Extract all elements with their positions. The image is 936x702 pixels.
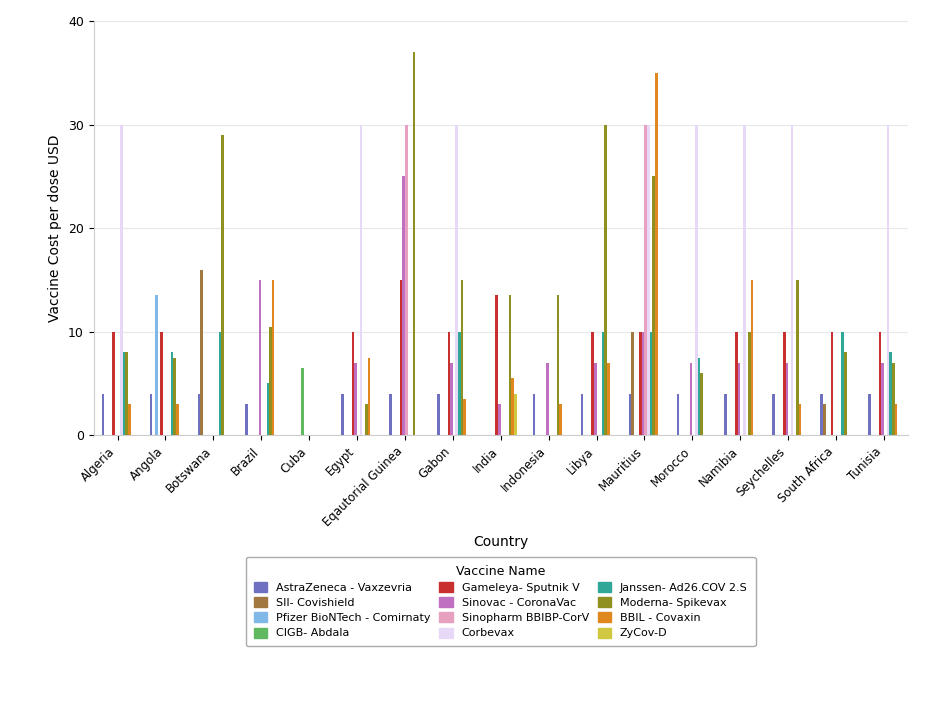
- Bar: [647, 125, 650, 435]
- Bar: [751, 280, 753, 435]
- Bar: [112, 331, 115, 435]
- Bar: [592, 331, 594, 435]
- Bar: [221, 135, 224, 435]
- Bar: [355, 363, 357, 435]
- Bar: [735, 331, 738, 435]
- Bar: [690, 363, 693, 435]
- Bar: [841, 331, 844, 435]
- Bar: [301, 368, 304, 435]
- Bar: [508, 296, 511, 435]
- Bar: [785, 363, 788, 435]
- Bar: [120, 125, 123, 435]
- Bar: [748, 331, 751, 435]
- Bar: [869, 394, 870, 435]
- Bar: [219, 331, 221, 435]
- Bar: [447, 331, 450, 435]
- Bar: [650, 331, 652, 435]
- Bar: [677, 394, 680, 435]
- Bar: [173, 357, 176, 435]
- Bar: [514, 394, 517, 435]
- Bar: [170, 352, 173, 435]
- Bar: [557, 296, 559, 435]
- Bar: [200, 270, 203, 435]
- Bar: [882, 363, 884, 435]
- Bar: [533, 394, 535, 435]
- Legend: AstraZeneca - Vaxzevria, SII- Covishield, Pfizer BioNTech - Comirnaty, CIGB- Abd: AstraZeneca - Vaxzevria, SII- Covishield…: [246, 557, 755, 647]
- Bar: [895, 404, 897, 435]
- Bar: [886, 125, 889, 435]
- Bar: [511, 378, 514, 435]
- Bar: [797, 280, 798, 435]
- Bar: [798, 404, 801, 435]
- Bar: [458, 331, 461, 435]
- Bar: [772, 394, 775, 435]
- Bar: [176, 404, 179, 435]
- Bar: [844, 352, 846, 435]
- Bar: [271, 280, 274, 435]
- Bar: [359, 125, 362, 435]
- Bar: [594, 363, 596, 435]
- Bar: [463, 399, 466, 435]
- Bar: [456, 125, 458, 435]
- Bar: [831, 331, 833, 435]
- X-axis label: Country: Country: [473, 535, 529, 549]
- Bar: [559, 404, 562, 435]
- Bar: [258, 280, 261, 435]
- Bar: [820, 394, 823, 435]
- Bar: [580, 394, 583, 435]
- Bar: [823, 404, 826, 435]
- Bar: [642, 331, 645, 435]
- Bar: [738, 363, 740, 435]
- Bar: [342, 394, 344, 435]
- Bar: [155, 296, 157, 435]
- Bar: [405, 125, 407, 435]
- Bar: [639, 331, 642, 435]
- Bar: [645, 125, 647, 435]
- Bar: [197, 394, 200, 435]
- Bar: [498, 404, 501, 435]
- Bar: [546, 363, 548, 435]
- Bar: [402, 176, 405, 435]
- Bar: [889, 352, 892, 435]
- Bar: [267, 383, 270, 435]
- Bar: [602, 331, 605, 435]
- Bar: [892, 363, 895, 435]
- Bar: [700, 373, 703, 435]
- Bar: [652, 176, 655, 435]
- Bar: [437, 394, 440, 435]
- Bar: [389, 394, 392, 435]
- Bar: [631, 331, 634, 435]
- Bar: [605, 125, 607, 435]
- Bar: [245, 404, 248, 435]
- Bar: [879, 331, 882, 435]
- Bar: [695, 125, 697, 435]
- Bar: [655, 73, 658, 435]
- Bar: [365, 404, 368, 435]
- Bar: [352, 331, 355, 435]
- Bar: [607, 363, 609, 435]
- Bar: [629, 394, 631, 435]
- Bar: [160, 331, 163, 435]
- Bar: [461, 280, 463, 435]
- Bar: [495, 296, 498, 435]
- Bar: [697, 357, 700, 435]
- Bar: [150, 394, 153, 435]
- Bar: [724, 394, 727, 435]
- Bar: [270, 326, 271, 435]
- Bar: [413, 52, 416, 435]
- Bar: [123, 352, 125, 435]
- Bar: [368, 357, 371, 435]
- Bar: [791, 125, 794, 435]
- Bar: [743, 125, 746, 435]
- Bar: [125, 352, 128, 435]
- Bar: [128, 404, 131, 435]
- Y-axis label: Vaccine Cost per dose USD: Vaccine Cost per dose USD: [49, 134, 63, 322]
- Bar: [400, 280, 402, 435]
- Bar: [782, 331, 785, 435]
- Bar: [450, 363, 453, 435]
- Bar: [102, 394, 105, 435]
